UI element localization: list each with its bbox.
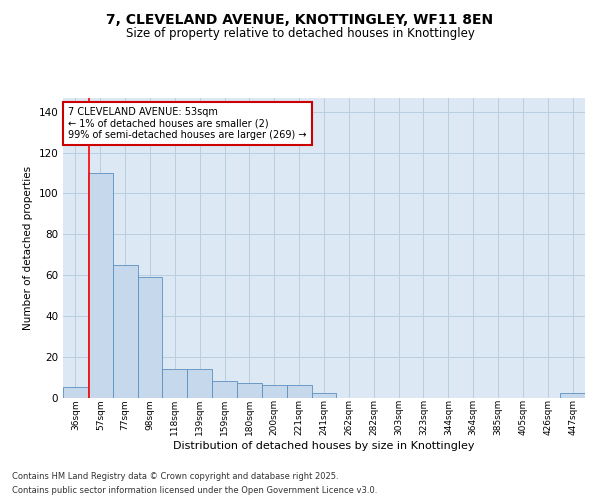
Bar: [187, 369, 212, 398]
Bar: [311, 394, 337, 398]
Text: Contains HM Land Registry data © Crown copyright and database right 2025.: Contains HM Land Registry data © Crown c…: [12, 472, 338, 481]
Text: 7, CLEVELAND AVENUE, KNOTTINGLEY, WF11 8EN: 7, CLEVELAND AVENUE, KNOTTINGLEY, WF11 8…: [106, 12, 494, 26]
Bar: [560, 394, 585, 398]
Bar: [88, 173, 113, 398]
Bar: [113, 265, 137, 398]
X-axis label: Distribution of detached houses by size in Knottingley: Distribution of detached houses by size …: [173, 441, 475, 451]
Text: Size of property relative to detached houses in Knottingley: Size of property relative to detached ho…: [125, 28, 475, 40]
Y-axis label: Number of detached properties: Number of detached properties: [23, 166, 33, 330]
Bar: [212, 381, 237, 398]
Text: 7 CLEVELAND AVENUE: 53sqm
← 1% of detached houses are smaller (2)
99% of semi-de: 7 CLEVELAND AVENUE: 53sqm ← 1% of detach…: [68, 106, 307, 140]
Bar: [262, 386, 287, 398]
Bar: [237, 383, 262, 398]
Bar: [137, 277, 163, 398]
Bar: [287, 386, 311, 398]
Bar: [63, 388, 88, 398]
Text: Contains public sector information licensed under the Open Government Licence v3: Contains public sector information licen…: [12, 486, 377, 495]
Bar: [163, 369, 187, 398]
